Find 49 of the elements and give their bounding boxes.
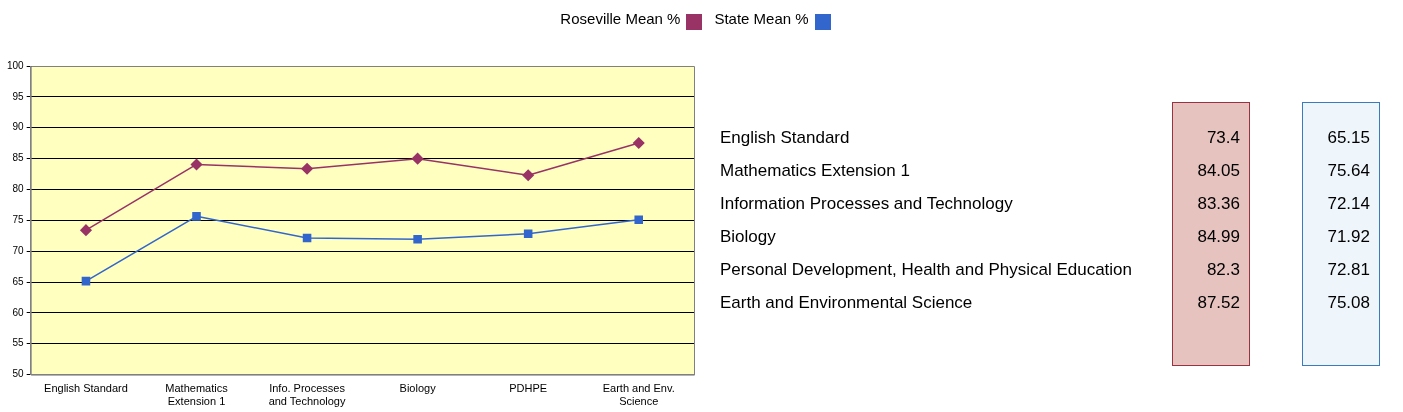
point xyxy=(302,233,312,243)
y-tick-label: 75 xyxy=(12,214,25,226)
y-tick-label: 50 xyxy=(12,368,25,380)
data-label: 82.3 xyxy=(1205,260,1240,280)
y-tick-label: 55 xyxy=(12,337,25,349)
y-tick-label: 100 xyxy=(7,59,25,71)
legend-label: State Mean % xyxy=(714,10,809,27)
data-label: 72.81 xyxy=(1326,260,1370,280)
data-label: 72.14 xyxy=(1326,194,1370,214)
category-label: Personal Development, Health and Physical Education xyxy=(720,260,1133,280)
category-label: Information Processes and Technology xyxy=(720,194,1013,214)
point xyxy=(192,212,201,221)
data-label: 84.99 xyxy=(1196,227,1240,247)
data-label: 83.36 xyxy=(1196,194,1240,214)
x-tick-label: Biology xyxy=(399,382,437,395)
data-label: 65.15 xyxy=(1326,128,1370,148)
data-label: 75.64 xyxy=(1326,161,1370,181)
y-tick-label: 90 xyxy=(12,121,25,133)
category-label: Biology xyxy=(720,227,776,247)
point xyxy=(634,215,644,225)
y-tick-label: 80 xyxy=(12,183,25,195)
point xyxy=(301,162,313,175)
point xyxy=(190,158,203,171)
x-tick-label: Info. Processes and Technology xyxy=(268,382,346,408)
data-label: 71.92 xyxy=(1326,227,1370,247)
data-label: 73.4 xyxy=(1205,128,1240,148)
x-tick-label: Earth and Env. Science xyxy=(602,382,675,408)
category-label: Earth and Environmental Science xyxy=(720,293,973,313)
y-tick-label: 95 xyxy=(12,90,25,102)
x-tick-label: Mathematics Extension 1 xyxy=(165,382,229,408)
y-tick-label: 65 xyxy=(12,275,25,287)
y-tick-label: 85 xyxy=(12,152,25,164)
y-tick-label: 60 xyxy=(12,306,25,318)
x-tick-label: English Standard xyxy=(44,382,128,395)
category-label: English Standard xyxy=(720,128,850,148)
data-label: 75.08 xyxy=(1326,293,1370,313)
point xyxy=(80,224,92,236)
point xyxy=(522,169,534,181)
category-label: Mathematics Extension 1 xyxy=(720,161,910,181)
y-tick-label: 70 xyxy=(12,244,25,256)
point xyxy=(413,235,422,244)
legend-label: Roseville Mean % xyxy=(560,10,681,27)
point xyxy=(411,152,424,165)
data-label: 84.05 xyxy=(1196,161,1240,181)
data-label: 87.52 xyxy=(1196,293,1240,313)
point xyxy=(632,137,645,149)
point xyxy=(523,229,533,239)
x-tick-label: PDHPE xyxy=(509,382,548,395)
point xyxy=(81,276,91,286)
